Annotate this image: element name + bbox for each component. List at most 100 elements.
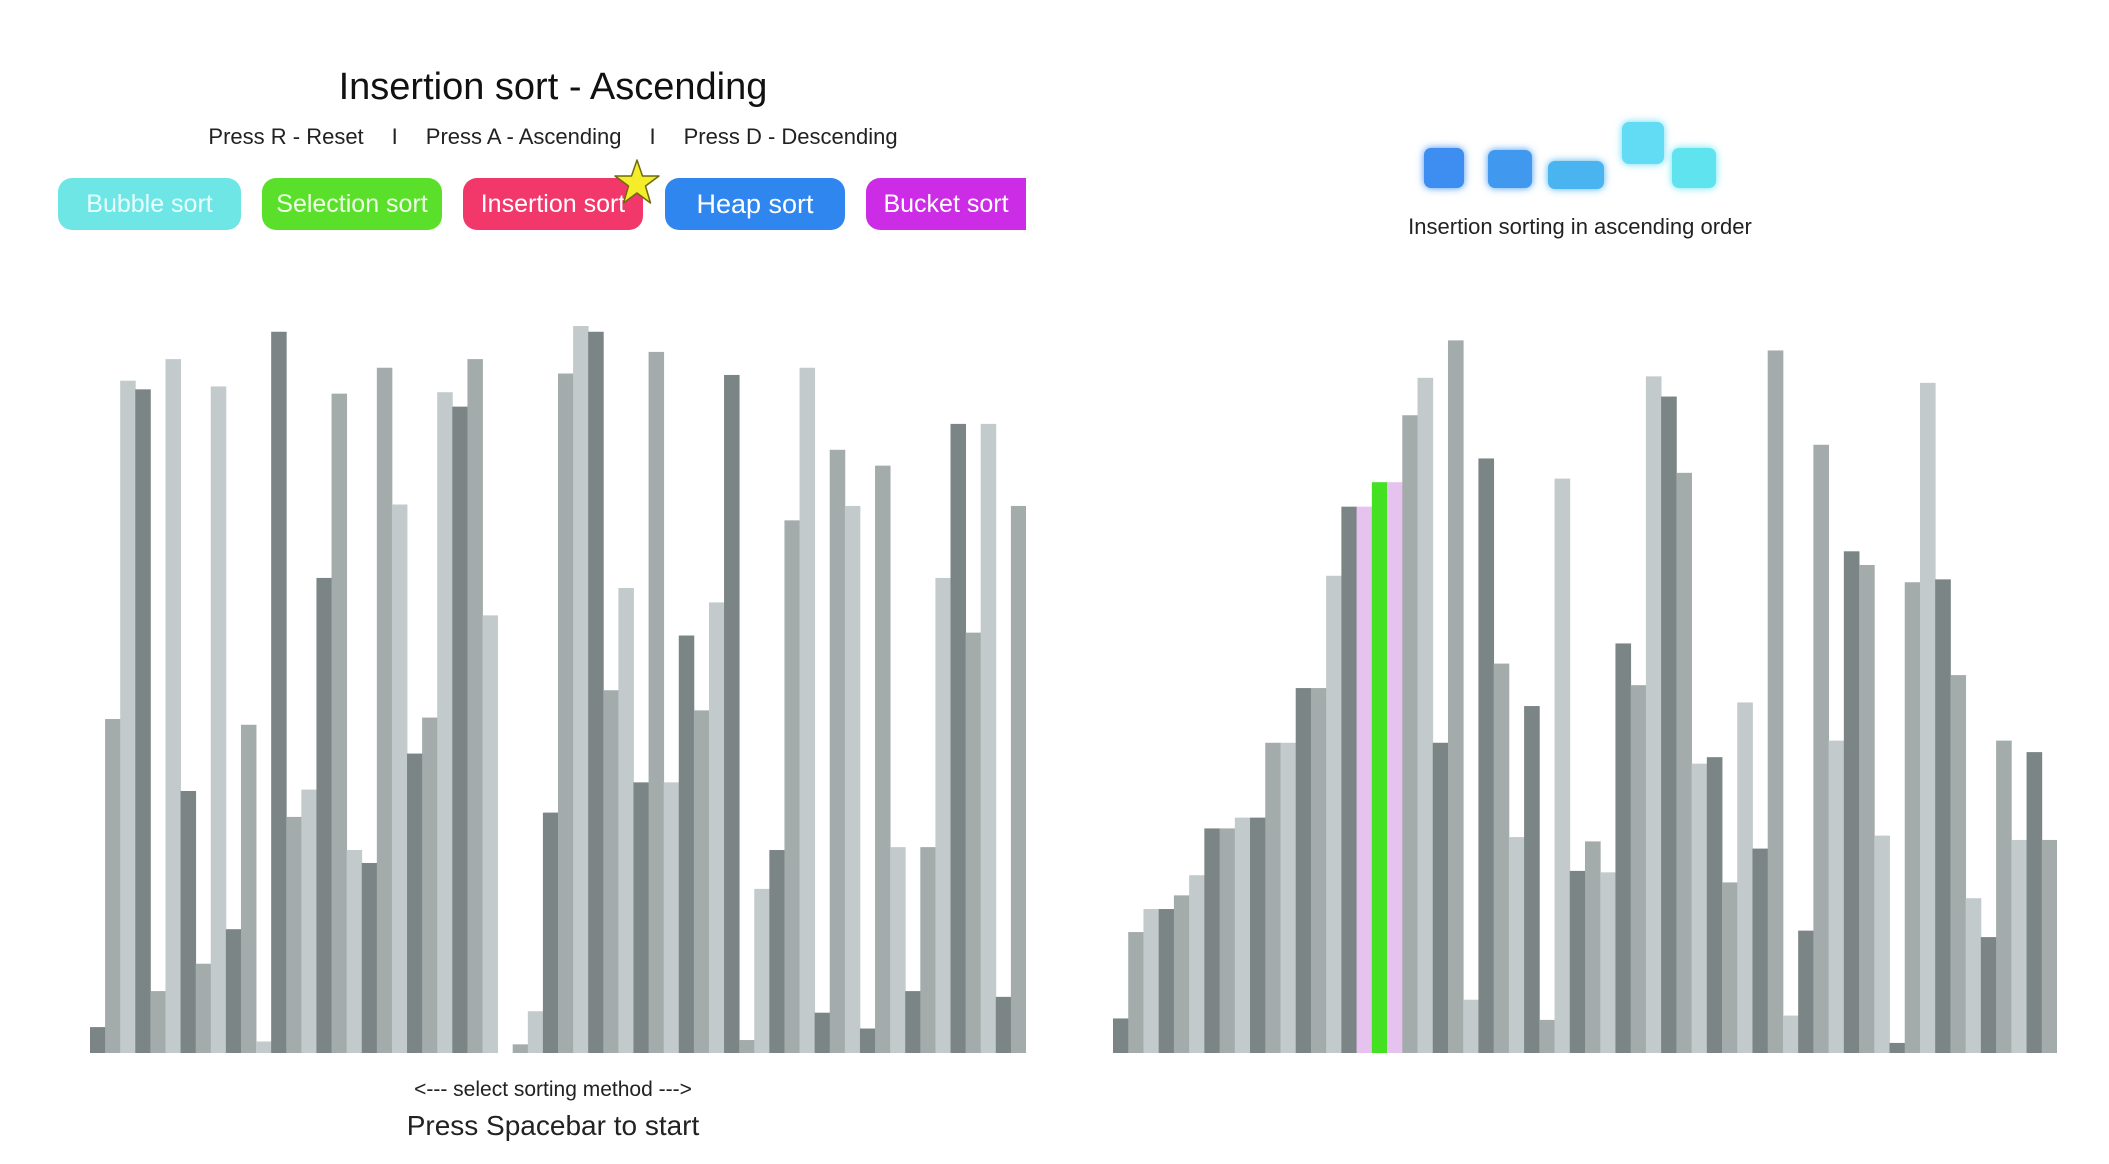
bar: [1234, 817, 1251, 1053]
bar: [225, 929, 242, 1053]
bar: [165, 359, 181, 1053]
bar: [1310, 688, 1327, 1053]
hint-separator: I: [649, 124, 656, 149]
bar: [512, 1044, 529, 1053]
bar: [890, 847, 906, 1053]
bar: [1859, 564, 1875, 1053]
bar: [920, 847, 936, 1053]
bar: [724, 374, 740, 1053]
bar: [467, 359, 483, 1053]
bar: [784, 520, 800, 1053]
bar: [1904, 582, 1921, 1053]
bar: [1569, 870, 1586, 1053]
page-title: Insertion sort - Ascending: [338, 66, 768, 108]
bar: [1935, 579, 1951, 1053]
bar: [195, 963, 212, 1053]
bar: [558, 373, 574, 1053]
bar: [120, 380, 136, 1053]
bar: [814, 1012, 831, 1053]
bar: [180, 790, 197, 1053]
bar: [769, 850, 785, 1053]
bar: [1508, 837, 1525, 1053]
bar: [1919, 382, 1936, 1053]
bar: [799, 367, 816, 1053]
bar: [1143, 909, 1160, 1053]
bar: [1600, 872, 1616, 1053]
bar: [1645, 376, 1662, 1053]
select-method-hint: <--- select sorting method --->: [414, 1078, 692, 1101]
tab-insertion-sort[interactable]: Insertion sort: [463, 178, 643, 230]
bar: [1767, 350, 1784, 1054]
bar: [633, 782, 649, 1053]
bar: [1113, 1018, 1129, 1053]
bar: [1341, 506, 1358, 1053]
bar: [2026, 752, 2043, 1053]
bar: [1813, 444, 1830, 1053]
bar: [1265, 742, 1281, 1053]
bar: [1010, 505, 1026, 1053]
bar: [542, 812, 559, 1053]
bar: [1585, 841, 1601, 1053]
bar: [482, 615, 499, 1053]
bar: [1478, 458, 1495, 1053]
bar: [1661, 396, 1677, 1053]
descending-hint: Press D - Descending: [683, 124, 898, 149]
bar: [376, 367, 393, 1053]
bar: [1280, 742, 1297, 1053]
bar: [995, 996, 1012, 1053]
bar: [240, 724, 257, 1053]
bar: [1432, 742, 1449, 1053]
bar: [678, 635, 695, 1053]
bar: [935, 577, 951, 1053]
bar: [346, 850, 363, 1053]
bar: [527, 1011, 544, 1053]
bar: [1128, 932, 1144, 1053]
bar: [950, 423, 967, 1053]
bar: [1752, 848, 1769, 1053]
tab-bucket-sort[interactable]: Bucket sort: [866, 178, 1026, 230]
bar: [1615, 643, 1632, 1053]
bar: [1676, 472, 1692, 1054]
bar: [1173, 895, 1190, 1053]
bar: [1295, 688, 1312, 1053]
tab-bubble-sort[interactable]: Bubble sort: [58, 178, 241, 230]
bar: [603, 690, 619, 1053]
bar: [573, 326, 589, 1053]
bar: [1782, 1015, 1799, 1053]
ascending-hint: Press A - Ascending: [425, 124, 622, 149]
tab-heap-sort[interactable]: Heap sort: [665, 178, 845, 230]
tab-selection-sort[interactable]: Selection sort: [262, 178, 442, 230]
bar: [2011, 839, 2027, 1053]
bar: [1554, 478, 1571, 1054]
reset-hint: Press R - Reset: [208, 124, 364, 149]
bar: [980, 423, 997, 1053]
bar: [1387, 482, 1403, 1053]
start-hint: Press Spacebar to start: [406, 1110, 700, 1141]
star-icon: [614, 159, 660, 204]
bar: [316, 577, 332, 1053]
bar: [286, 816, 302, 1053]
bar: [1158, 909, 1175, 1053]
bar: [1447, 340, 1464, 1053]
bar: [1356, 506, 1373, 1053]
bar: [875, 465, 891, 1053]
bar: [618, 588, 634, 1053]
logo-caption: Insertion sorting in ascending order: [1408, 214, 1752, 239]
bar: [1204, 828, 1220, 1053]
bar: [391, 504, 408, 1053]
bar: [1706, 757, 1723, 1053]
keyboard-hints: Press R - Reset I Press A - Ascending I Pres…: [0, 124, 1106, 150]
bar: [1630, 685, 1647, 1053]
bar: [1402, 415, 1418, 1053]
bar: [256, 1041, 272, 1053]
bar: [331, 393, 348, 1053]
sorting-bar-chart: [1113, 340, 2057, 1054]
bar: [905, 991, 921, 1053]
bar: [437, 392, 453, 1054]
bar: [739, 1040, 755, 1053]
bar: [135, 389, 151, 1054]
bar: [301, 789, 317, 1053]
bar: [1798, 930, 1814, 1053]
bar: [859, 1028, 876, 1053]
hint-separator: I: [391, 124, 398, 149]
